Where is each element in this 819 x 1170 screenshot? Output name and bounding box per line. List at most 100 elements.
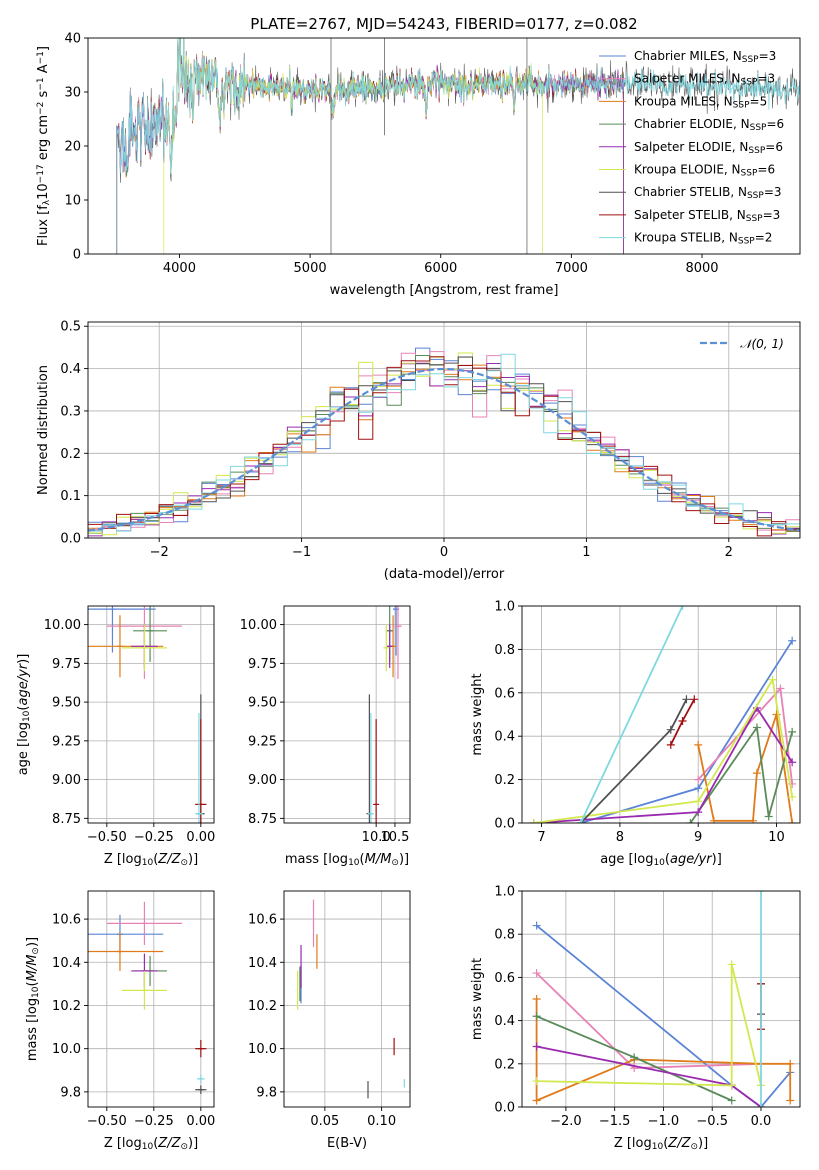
weight-marker-c3 [749, 816, 758, 823]
histogram-c8 [88, 356, 800, 537]
mass_vs_EBV-frame [283, 890, 411, 1108]
y-tick-label: 10.6 [52, 913, 81, 928]
x-tick-label: 8 [616, 830, 624, 845]
y-tick-label: 0 [73, 248, 81, 263]
y-tick-label: 9.00 [52, 773, 81, 788]
x-tick-label: 7 [537, 830, 545, 845]
x-tick-label: −1.0 [648, 1114, 680, 1129]
x-axis-label: Z [log10(Z/Z⊙)] [104, 1136, 198, 1152]
histograms [88, 347, 800, 537]
mass_vs_Z-frame [87, 890, 215, 1108]
weight-marker-c3 [752, 769, 761, 778]
x-tick-label: 8000 [685, 261, 718, 276]
x-tick-label: 0.10 [367, 1114, 396, 1129]
y-tick-label: 0.4 [494, 1014, 515, 1029]
weight-marker-c6 [529, 819, 538, 823]
weight-marker-c4 [727, 1096, 736, 1105]
y-tick-label: 10 [64, 194, 81, 209]
x-axis-label: age [log10(age/yr)] [600, 852, 722, 868]
weight-marker-c9 [756, 1103, 765, 1107]
weight-marker-c1 [532, 921, 541, 930]
weight-marker-c4 [752, 723, 761, 732]
x-tick-label: 10.5 [380, 830, 409, 845]
y-tick-label: 40 [64, 32, 81, 47]
x-axis-label: (data-model)/error [384, 567, 505, 582]
x-tick-label: 5000 [294, 261, 327, 276]
y-tick-label: 9.75 [248, 657, 277, 672]
legend-label: Kroupa MILES, NSSP=5 [634, 94, 767, 110]
y-tick-label: 30 [64, 86, 81, 101]
weight-marker-c7 [666, 725, 675, 734]
weight-marker-c2 [694, 775, 703, 784]
y-tick-label: 0.2 [60, 447, 81, 462]
y-axis-label: age [log10(age/yr)] [16, 654, 32, 776]
y-tick-label: 10.4 [248, 956, 277, 971]
weight-marker-c4 [532, 1012, 541, 1021]
weight-marker-c3 [532, 1096, 541, 1105]
x-tick-label: −1.5 [599, 1114, 631, 1129]
spectrum-panel: PLATE=2767, MJD=54243, FIBERID=0177, z=0… [36, 15, 800, 298]
weight-marker-c3 [788, 819, 797, 823]
errorbars [366, 606, 402, 823]
y-tick-label: 9.25 [248, 734, 277, 749]
y-axis-label: mass weight [470, 958, 485, 1040]
x-tick-label: −0.50 [87, 830, 127, 845]
weight-marker-c1 [694, 784, 703, 793]
y-axis-label: Flux [fλ10−17 erg cm−2 s−1 A−1] [36, 46, 52, 246]
x-tick-label: −0.5 [696, 1114, 728, 1129]
axes-age_vs_Z: −0.50 −0.25 0.00 8.75 9.00 9.25 9.50 9.75 10.00 Z… [16, 606, 215, 868]
weight-marker-c9 [756, 891, 765, 895]
weight-line-c6 [536, 964, 762, 1087]
y-tick-label: 0.4 [60, 362, 81, 377]
weight-marker-c4 [630, 1053, 639, 1062]
weight-marker-c2 [776, 684, 785, 693]
x-tick-label: 0.0 [751, 1114, 772, 1129]
x-tick-label: −0.50 [87, 1114, 127, 1129]
y-tick-label: 9.25 [52, 734, 81, 749]
histogram-c9 [88, 353, 800, 537]
weight-marker-c8 [678, 717, 687, 726]
x-tick-label: 4000 [163, 261, 196, 276]
y-tick-label: 0.1 [60, 489, 81, 504]
y-axis-label: mass [log10(M/M⊙)] [25, 937, 41, 1061]
weight-marker-c1 [788, 636, 797, 645]
y-tick-label: 0.0 [60, 532, 81, 547]
x-tick-label: 0.05 [310, 1114, 339, 1129]
weight-marker-c9 [576, 819, 585, 823]
weight-line-c9 [579, 606, 684, 823]
residuals-frame [87, 321, 801, 539]
x-tick-label: 0 [440, 545, 448, 560]
y-tick-label: 9.8 [256, 1085, 277, 1100]
weight-lines [532, 891, 795, 1107]
weight-marker-c6 [788, 792, 797, 801]
x-tick-label: −2.0 [550, 1114, 582, 1129]
x-axis-label: E(B-V) [327, 1136, 367, 1151]
y-tick-label: 20 [64, 140, 81, 155]
y-tick-label: 10.00 [44, 618, 81, 633]
legend-label: Salpeter ELODIE, NSSP=6 [634, 140, 783, 156]
axes-mass_vs_Z: −0.50 −0.25 0.00 9.8 10.0 10.2 10.4 10.6 Z [log1… [25, 891, 215, 1152]
x-tick-label: −0.25 [134, 830, 174, 845]
legend-label: Salpeter STELIB, NSSP=3 [634, 208, 780, 224]
weight-marker-c3 [694, 740, 703, 749]
y-axis-label-group: Flux [fλ10−17 erg cm−2 s−1 A−1] [36, 46, 52, 246]
y-tick-label: 1.0 [494, 885, 515, 900]
chart-title: PLATE=2767, MJD=54243, FIBERID=0177, z=0… [250, 15, 637, 33]
x-tick-label: 2 [725, 545, 733, 560]
y-tick-label: 0.8 [494, 643, 515, 658]
x-axis-label: mass [log10(M/M⊙)] [285, 852, 409, 868]
x-axis-label: Z [log10(Z/Z⊙)] [614, 1136, 708, 1152]
legend-label: Kroupa STELIB, NSSP=2 [634, 231, 772, 247]
weight-lines [529, 606, 797, 823]
x-tick-label: 9 [694, 830, 702, 845]
legend-label: Chabrier MILES, NSSP=3 [634, 49, 776, 65]
x-tick-label: −2 [150, 545, 169, 560]
weight-line-c4 [689, 725, 794, 823]
errorbars [297, 899, 405, 1099]
weight-line-c3 [697, 714, 794, 823]
y-tick-label: 9.75 [52, 657, 81, 672]
weight-line-c6 [533, 677, 794, 823]
y-tick-label: 9.50 [248, 696, 277, 711]
y-tick-label: 0.4 [494, 730, 515, 745]
